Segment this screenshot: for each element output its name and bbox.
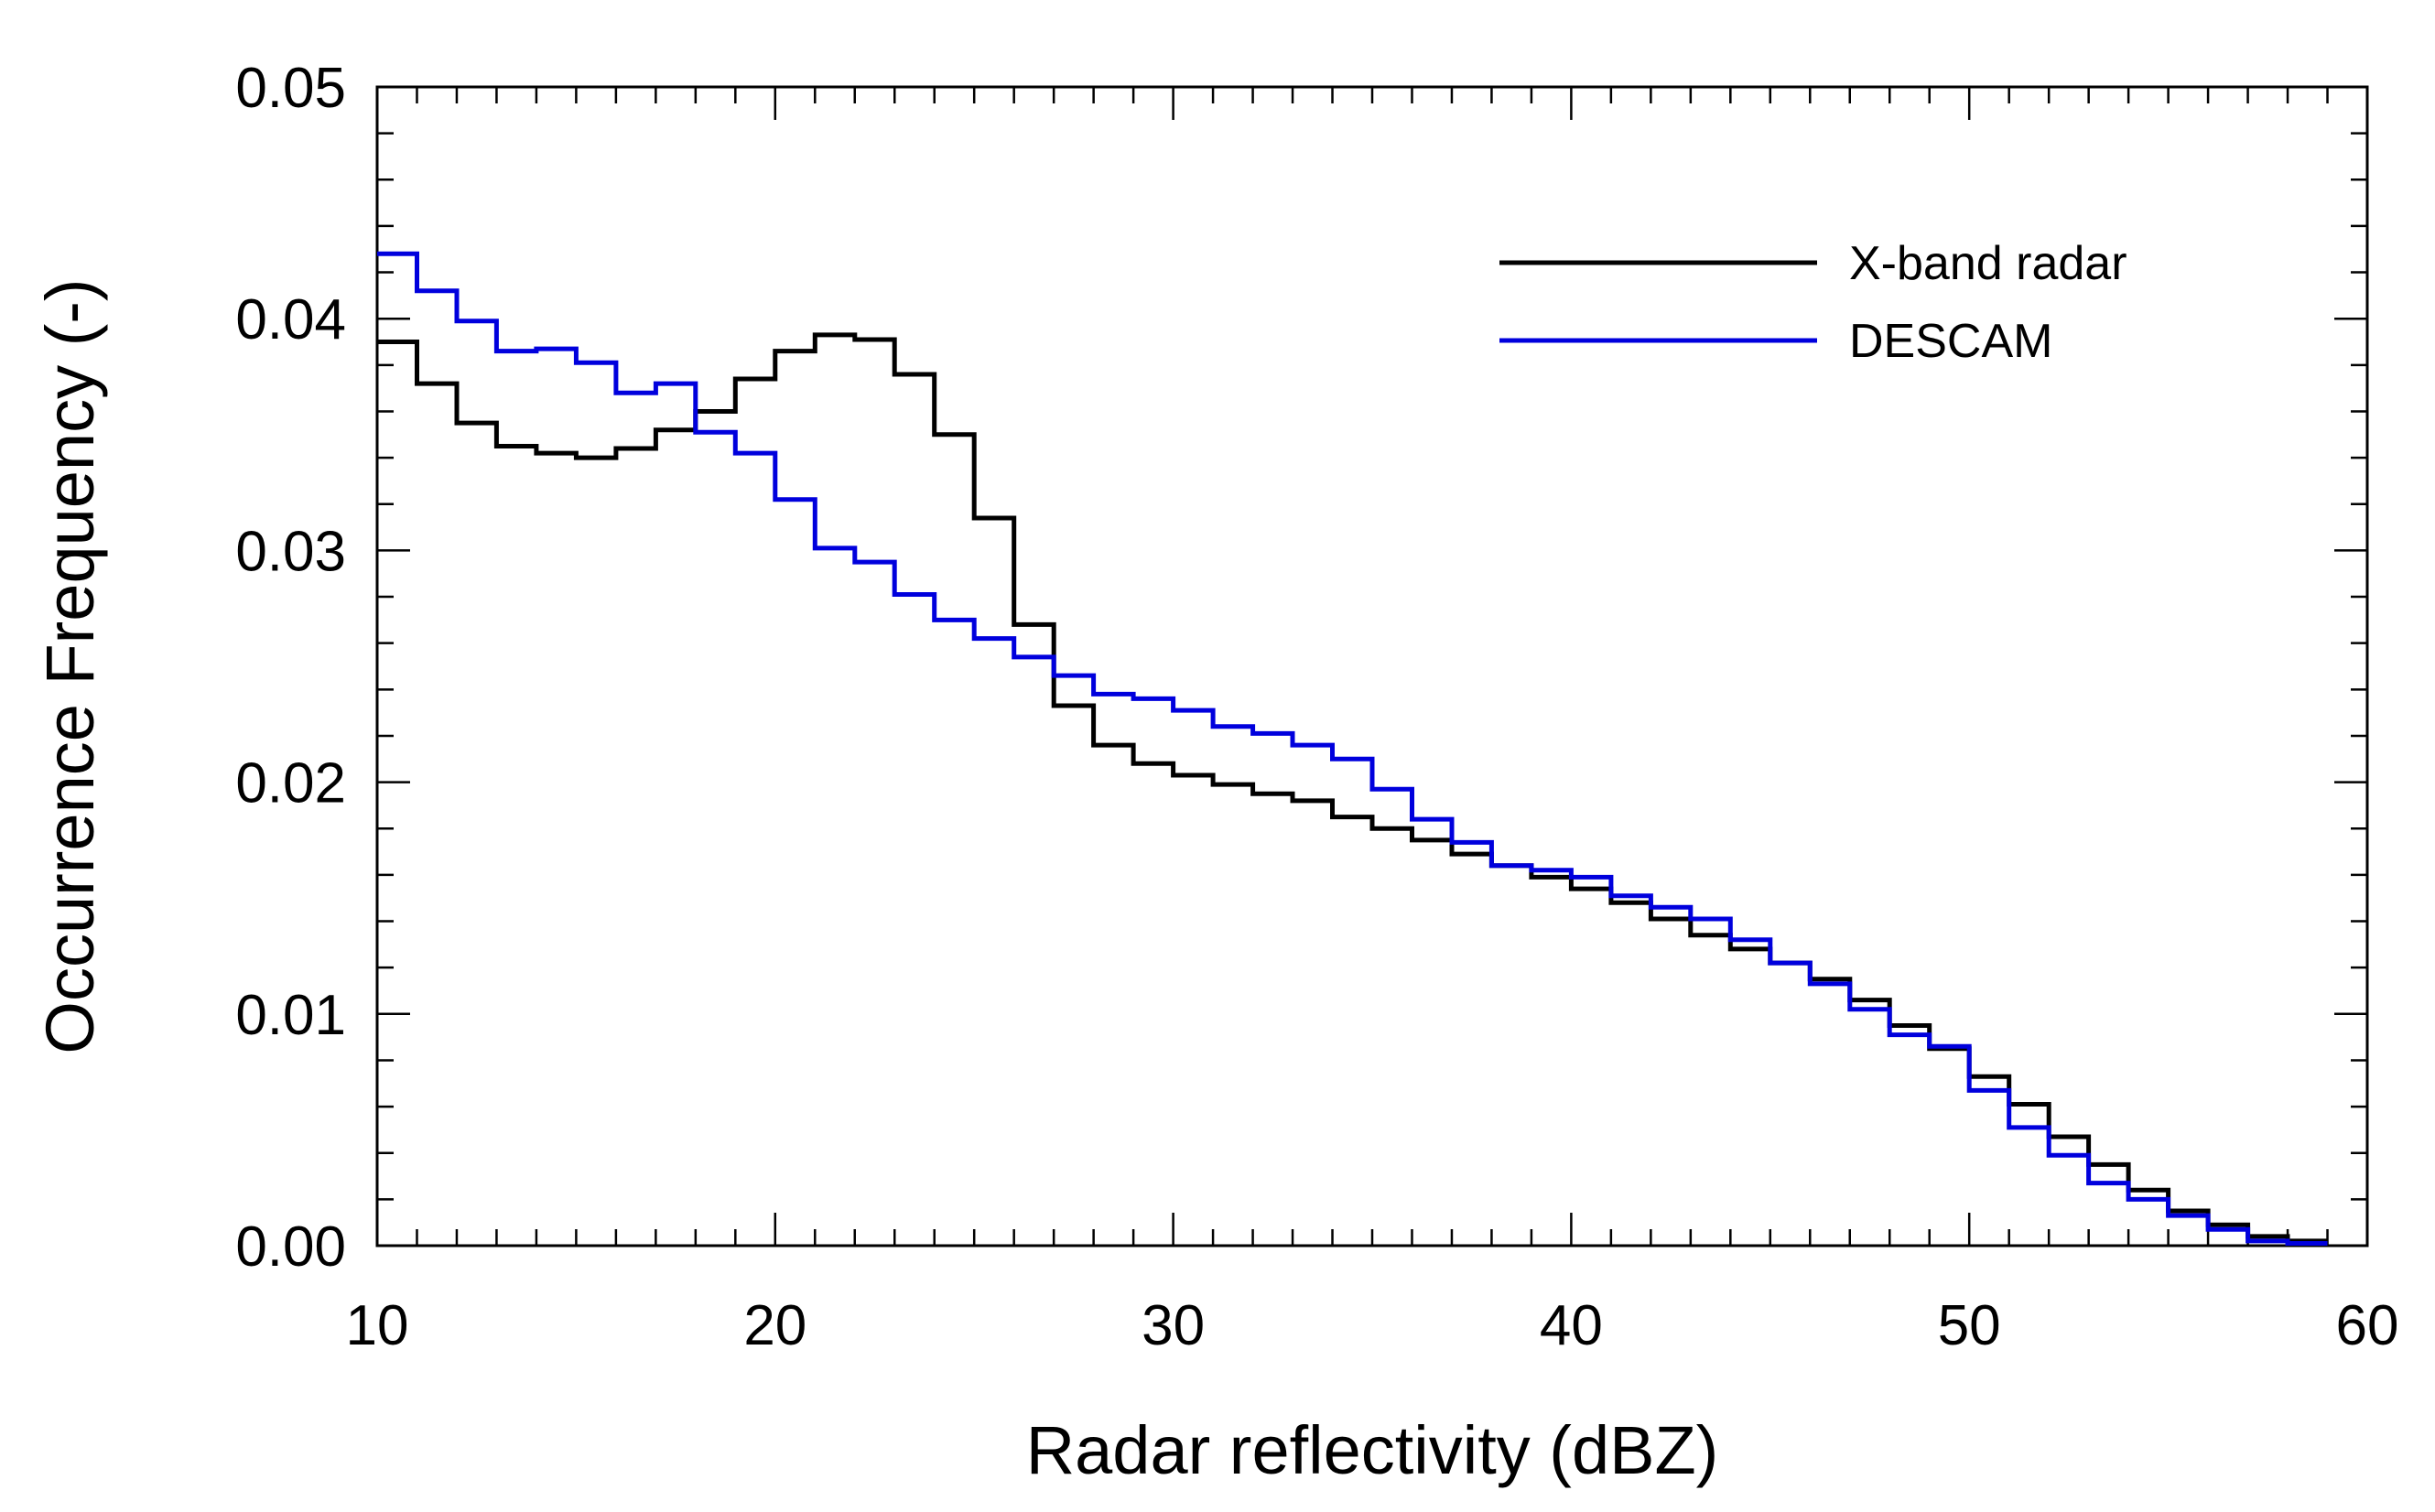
x-tick-label: 40 (1540, 1294, 1603, 1357)
x-axis-title: Radar reflectivity (dBZ) (1026, 1412, 1719, 1488)
y-tick-label: 0.00 (235, 1215, 346, 1279)
y-tick-label: 0.05 (235, 57, 346, 120)
y-tick-label: 0.02 (235, 752, 346, 815)
y-tick-label: 0.03 (235, 520, 346, 583)
axis-tick-labels: 10 20 30 40 50 60 0.00 0.01 0.02 0.03 0.04 0.05 (235, 57, 2398, 1357)
x-tick-label: 10 (346, 1294, 409, 1357)
series-line-descam (377, 251, 2328, 1246)
y-tick-label: 0.01 (235, 984, 346, 1047)
y-axis-title: Occurrence Frequency (-) (32, 278, 108, 1053)
data-series (377, 251, 2328, 1246)
axis-ticks (375, 85, 2369, 1247)
y-tick-label: 0.04 (235, 288, 346, 351)
x-tick-label: 30 (1142, 1294, 1205, 1357)
legend-label-descam: DESCAM (1849, 315, 2052, 368)
x-tick-label: 20 (743, 1294, 806, 1357)
x-tick-label: 50 (1938, 1294, 2001, 1357)
legend-label-x-band-radar: X-band radar (1849, 237, 2127, 290)
series-line-x-band-radar (377, 332, 2328, 1244)
legend: X-band radar DESCAM (1499, 237, 2127, 368)
x-tick-label: 60 (2336, 1294, 2399, 1357)
